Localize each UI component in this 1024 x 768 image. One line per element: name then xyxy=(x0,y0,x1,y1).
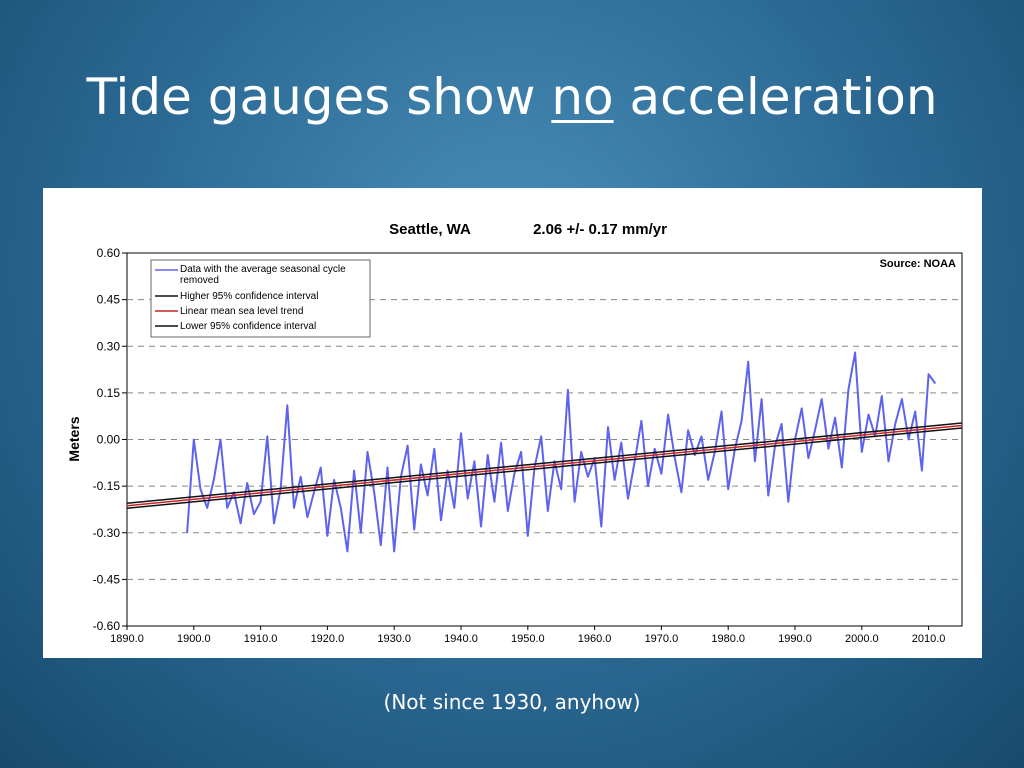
y-tick-label: 0.60 xyxy=(97,246,121,260)
y-tick-label: -0.45 xyxy=(93,572,121,586)
lower-confidence-line xyxy=(126,427,963,509)
title-suffix: acceleration xyxy=(613,68,938,126)
x-tick-label: 1980.0 xyxy=(711,633,745,645)
slide-title: Tide gauges show no acceleration xyxy=(0,62,1024,132)
y-tick-label: 0.45 xyxy=(97,293,121,307)
legend: Data with the average seasonal cycle rem… xyxy=(150,259,371,338)
x-tick-labels: 1890.0 1900.0 1910.0 1920.0 1930.0 1940.0 1950… xyxy=(110,626,945,645)
x-tick-label: 1960.0 xyxy=(578,633,612,645)
trend-layer xyxy=(126,422,963,509)
x-tick-label: 2000.0 xyxy=(845,633,879,645)
y-tick-labels: 0.60 0.45 0.30 0.15 0.00 -0.15 -0.30 -0.45 -0.60 xyxy=(93,246,127,633)
trend-line xyxy=(126,424,963,507)
sea-level-chart: Seattle, WA 2.06 +/- 0.17 mm/yr 0.60 0.45… xyxy=(66,221,963,645)
title-prefix: Tide gauges show xyxy=(86,68,552,126)
chart-rate: 2.06 +/- 0.17 mm/yr xyxy=(533,221,667,238)
legend-label-data: Data with the average seasonal cycle rem… xyxy=(180,264,348,286)
y-tick-label: -0.15 xyxy=(93,479,121,493)
y-tick-label: -0.60 xyxy=(93,619,121,633)
chart-title: Seattle, WA xyxy=(389,221,471,238)
legend-box xyxy=(150,259,371,338)
y-tick-label: 0.15 xyxy=(97,386,121,400)
x-tick-label: 2010.0 xyxy=(912,633,946,645)
legend-label-higher: Higher 95% confidence interval xyxy=(180,291,318,302)
y-tick-label: 0.00 xyxy=(97,433,121,447)
slide-caption: (Not since 1930, anyhow) xyxy=(383,690,641,714)
title-emphasis: no xyxy=(551,68,614,126)
x-tick-label: 1970.0 xyxy=(645,633,679,645)
x-tick-label: 1990.0 xyxy=(778,633,812,645)
legend-label-lower: Lower 95% confidence interval xyxy=(180,321,316,332)
x-tick-label: 1950.0 xyxy=(511,633,545,645)
chart-panel: Seattle, WA 2.06 +/- 0.17 mm/yr 0.60 0.45… xyxy=(43,188,982,658)
x-tick-label: 1900.0 xyxy=(177,633,211,645)
y-axis-label: Meters xyxy=(66,416,82,461)
data-series-line xyxy=(186,351,937,553)
x-tick-label: 1920.0 xyxy=(311,633,345,645)
x-tick-label: 1940.0 xyxy=(444,633,478,645)
x-tick-label: 1910.0 xyxy=(244,633,278,645)
y-tick-label: -0.30 xyxy=(93,526,121,540)
legend-text-line: Data with the average seasonal cycle xyxy=(180,264,346,275)
source-label: Source: NOAA xyxy=(880,258,956,270)
series-layer xyxy=(186,351,937,553)
legend-label-trend: Linear mean sea level trend xyxy=(180,306,303,317)
higher-confidence-line xyxy=(126,422,963,504)
x-tick-label: 1890.0 xyxy=(110,633,144,645)
y-tick-label: 0.30 xyxy=(97,339,121,353)
legend-text-line: removed xyxy=(180,275,219,286)
x-tick-label: 1930.0 xyxy=(377,633,411,645)
